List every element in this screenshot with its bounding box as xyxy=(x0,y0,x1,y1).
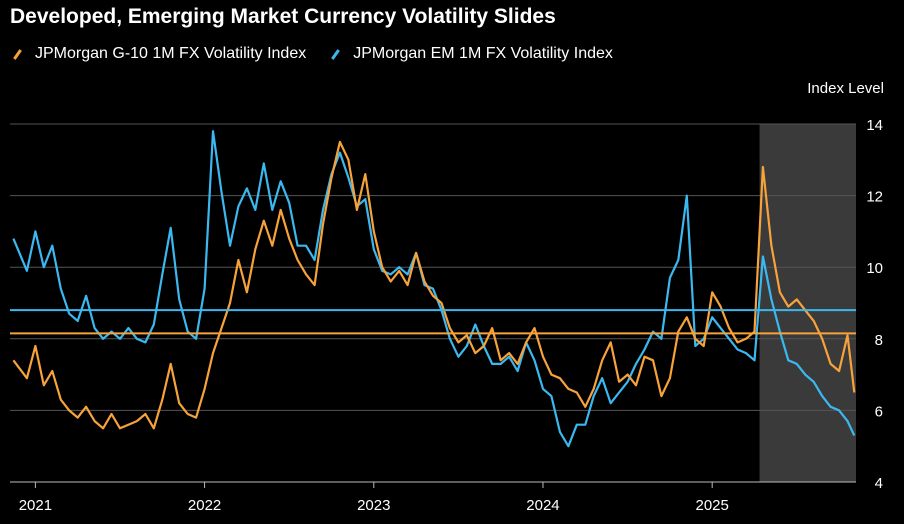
y-tick-label: 14 xyxy=(866,117,883,134)
legend-item-g10: JPMorgan G-10 1M FX Volatility Index xyxy=(10,45,306,63)
x-tick-label: 2024 xyxy=(526,497,559,514)
y-tick-label: 8 xyxy=(875,332,883,349)
series-line-g10 xyxy=(12,140,856,430)
x-tick-label: 2023 xyxy=(357,497,390,514)
y-axis-label: Index Level xyxy=(807,80,884,97)
y-tick-label: 6 xyxy=(875,403,883,420)
series-line-em xyxy=(12,130,856,448)
legend: JPMorgan G-10 1M FX Volatility Index JPM… xyxy=(10,45,635,63)
x-tick-label: 2022 xyxy=(188,497,221,514)
legend-label-em: JPMorgan EM 1M FX Volatility Index xyxy=(353,45,613,62)
y-tick-label: 10 xyxy=(866,260,883,277)
legend-label-g10: JPMorgan G-10 1M FX Volatility Index xyxy=(35,45,307,62)
shaded-region xyxy=(759,124,856,482)
y-tick-label: 12 xyxy=(866,189,883,206)
x-tick-label: 2021 xyxy=(19,497,52,514)
chart-title: Developed, Emerging Market Currency Vola… xyxy=(10,5,556,28)
x-tick-label: 2025 xyxy=(695,497,728,514)
legend-item-em: JPMorgan EM 1M FX Volatility Index xyxy=(328,45,613,63)
y-tick-label: 4 xyxy=(875,475,883,492)
